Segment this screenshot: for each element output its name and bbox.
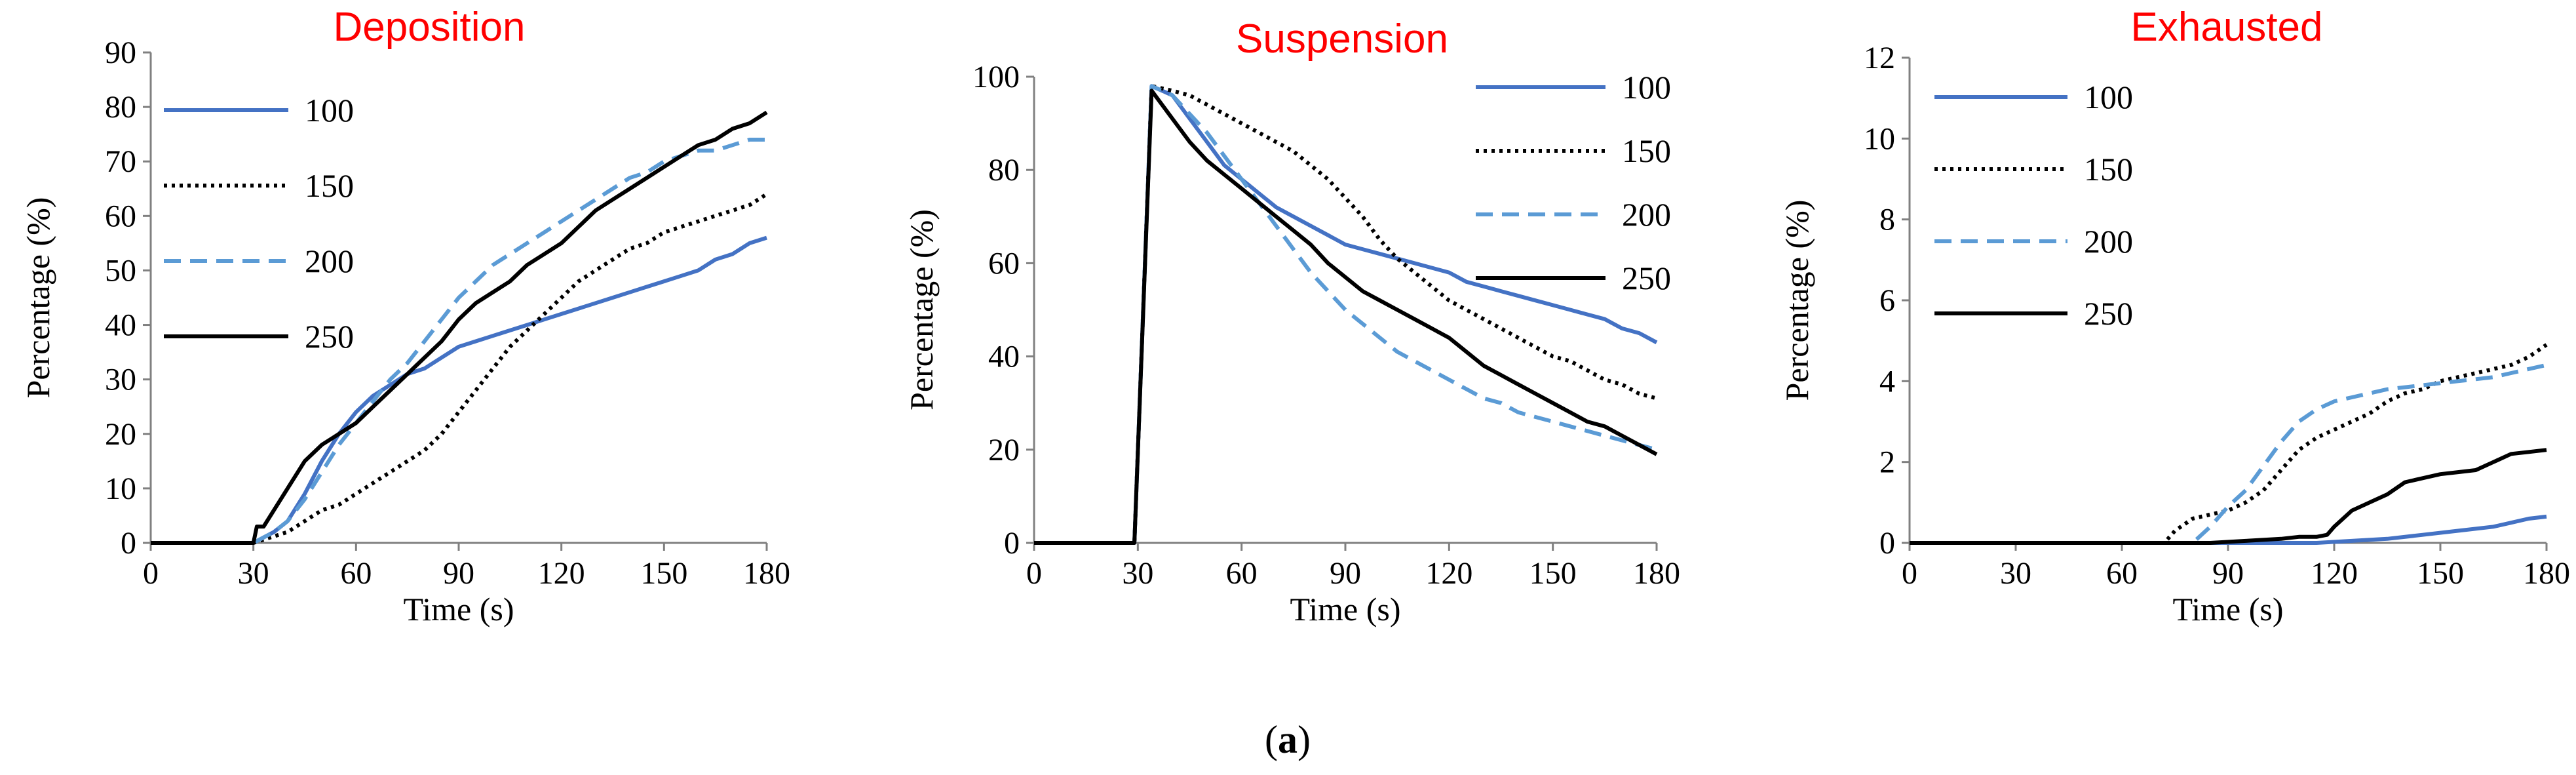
x-tick-label: 180 [2523, 556, 2570, 591]
y-tick-label: 70 [105, 144, 136, 179]
y-tick-label: 10 [105, 471, 136, 506]
series-line-150 [151, 192, 768, 545]
legend: 100 150 200 250 [1934, 79, 2133, 332]
series-line-250 [1034, 89, 1658, 545]
series-line-250 [151, 110, 768, 545]
y-tick-label: 0 [1879, 526, 1895, 561]
x-tick-label: 120 [2311, 556, 2358, 591]
y-tick-label: 80 [988, 153, 1020, 188]
y-tick-label: 10 [1864, 121, 1895, 156]
legend-label-100: 100 [305, 92, 354, 129]
x-tick-label: 90 [2212, 556, 2244, 591]
series-line-100 [151, 235, 767, 545]
x-tick-label: 30 [1122, 556, 1153, 591]
legend-label-150: 150 [2084, 151, 2133, 188]
series-line-100 [1034, 84, 1658, 545]
deposition-chart: Deposition 0 10 20 30 40 50 60 70 80 90 0 30 60 90 120 1… [20, 5, 790, 627]
x-axis-label: Time (s) [1290, 591, 1400, 627]
y-tick-label: 12 [1864, 41, 1895, 75]
legend-label-100: 100 [1622, 69, 1671, 106]
y-axis-label: Percentage (%) [20, 197, 56, 399]
x-tick-label: 30 [238, 556, 269, 591]
y-tick-label: 0 [1004, 526, 1020, 561]
x-tick-label: 150 [640, 556, 687, 591]
x-tick-label: 120 [1425, 556, 1472, 591]
x-tick-label: 180 [743, 556, 790, 591]
y-tick-label: 90 [105, 35, 136, 70]
y-tick-label: 0 [121, 526, 136, 561]
series-line-150 [1034, 84, 1657, 545]
y-tick-label: 20 [105, 417, 136, 452]
caption-open: ( [1265, 718, 1278, 761]
x-tick-label: 120 [538, 556, 585, 591]
legend-label-250: 250 [305, 318, 354, 355]
y-tick-label: 100 [972, 60, 1020, 94]
legend-label-250: 250 [1622, 260, 1671, 296]
y-tick-label: 60 [105, 199, 136, 233]
x-tick-label: 150 [1529, 556, 1577, 591]
x-tick-label: 90 [443, 556, 474, 591]
series-line-200 [151, 138, 767, 545]
legend-label-200: 200 [2084, 223, 2133, 260]
y-tick-label: 2 [1879, 445, 1895, 480]
y-tick-label: 40 [105, 308, 136, 343]
x-axis-label: Time (s) [403, 591, 514, 627]
figure-caption: (a) [1265, 718, 1311, 761]
series-line-200 [1034, 84, 1657, 545]
y-tick-label: 4 [1879, 364, 1895, 399]
chart-title: Suspension [1236, 16, 1448, 62]
x-tick-label: 60 [2106, 556, 2138, 591]
y-tick-label: 6 [1879, 283, 1895, 318]
legend-label-150: 150 [305, 167, 354, 204]
legend-label-200: 200 [1622, 196, 1671, 233]
y-axis-label: Percentage (%) [1778, 200, 1815, 401]
x-tick-label: 60 [1226, 556, 1258, 591]
legend: 100 150 200 250 [164, 92, 354, 355]
x-tick-label: 90 [1330, 556, 1361, 591]
chart-title: Deposition [334, 5, 526, 50]
x-tick-label: 30 [2000, 556, 2031, 591]
legend-label-150: 150 [1622, 132, 1671, 169]
chart-title: Exhausted [2131, 5, 2323, 50]
series-line-150 [1910, 343, 2548, 545]
legend-label-200: 200 [305, 243, 354, 279]
legend: 100 150 200 250 [1476, 69, 1671, 296]
y-tick-label: 30 [105, 363, 136, 397]
x-axis-label: Time (s) [2172, 591, 2283, 627]
series-line-200 [1910, 363, 2547, 545]
legend-label-250: 250 [2084, 295, 2133, 332]
y-tick-label: 60 [988, 246, 1020, 281]
y-axis-label: Percentage (%) [903, 209, 940, 410]
suspension-chart: Suspension 0 20 40 60 80 100 0 30 60 90 120 150 180 Ti… [903, 16, 1680, 627]
caption-letter: a [1278, 718, 1298, 761]
y-tick-label: 8 [1879, 203, 1895, 237]
legend-label-100: 100 [2084, 79, 2133, 115]
series-line-100 [1910, 514, 2547, 545]
x-tick-label: 60 [340, 556, 372, 591]
x-tick-label: 180 [1633, 556, 1680, 591]
y-tick-label: 40 [988, 340, 1020, 374]
y-tick-label: 80 [105, 90, 136, 125]
x-tick-label: 0 [1026, 556, 1042, 591]
x-tick-label: 0 [1902, 556, 1917, 591]
y-tick-label: 50 [105, 253, 136, 288]
x-tick-label: 0 [143, 556, 159, 591]
y-tick-label: 20 [988, 433, 1020, 467]
series-line-250 [1910, 448, 2547, 545]
caption-close: ) [1298, 718, 1311, 761]
x-tick-label: 150 [2417, 556, 2464, 591]
